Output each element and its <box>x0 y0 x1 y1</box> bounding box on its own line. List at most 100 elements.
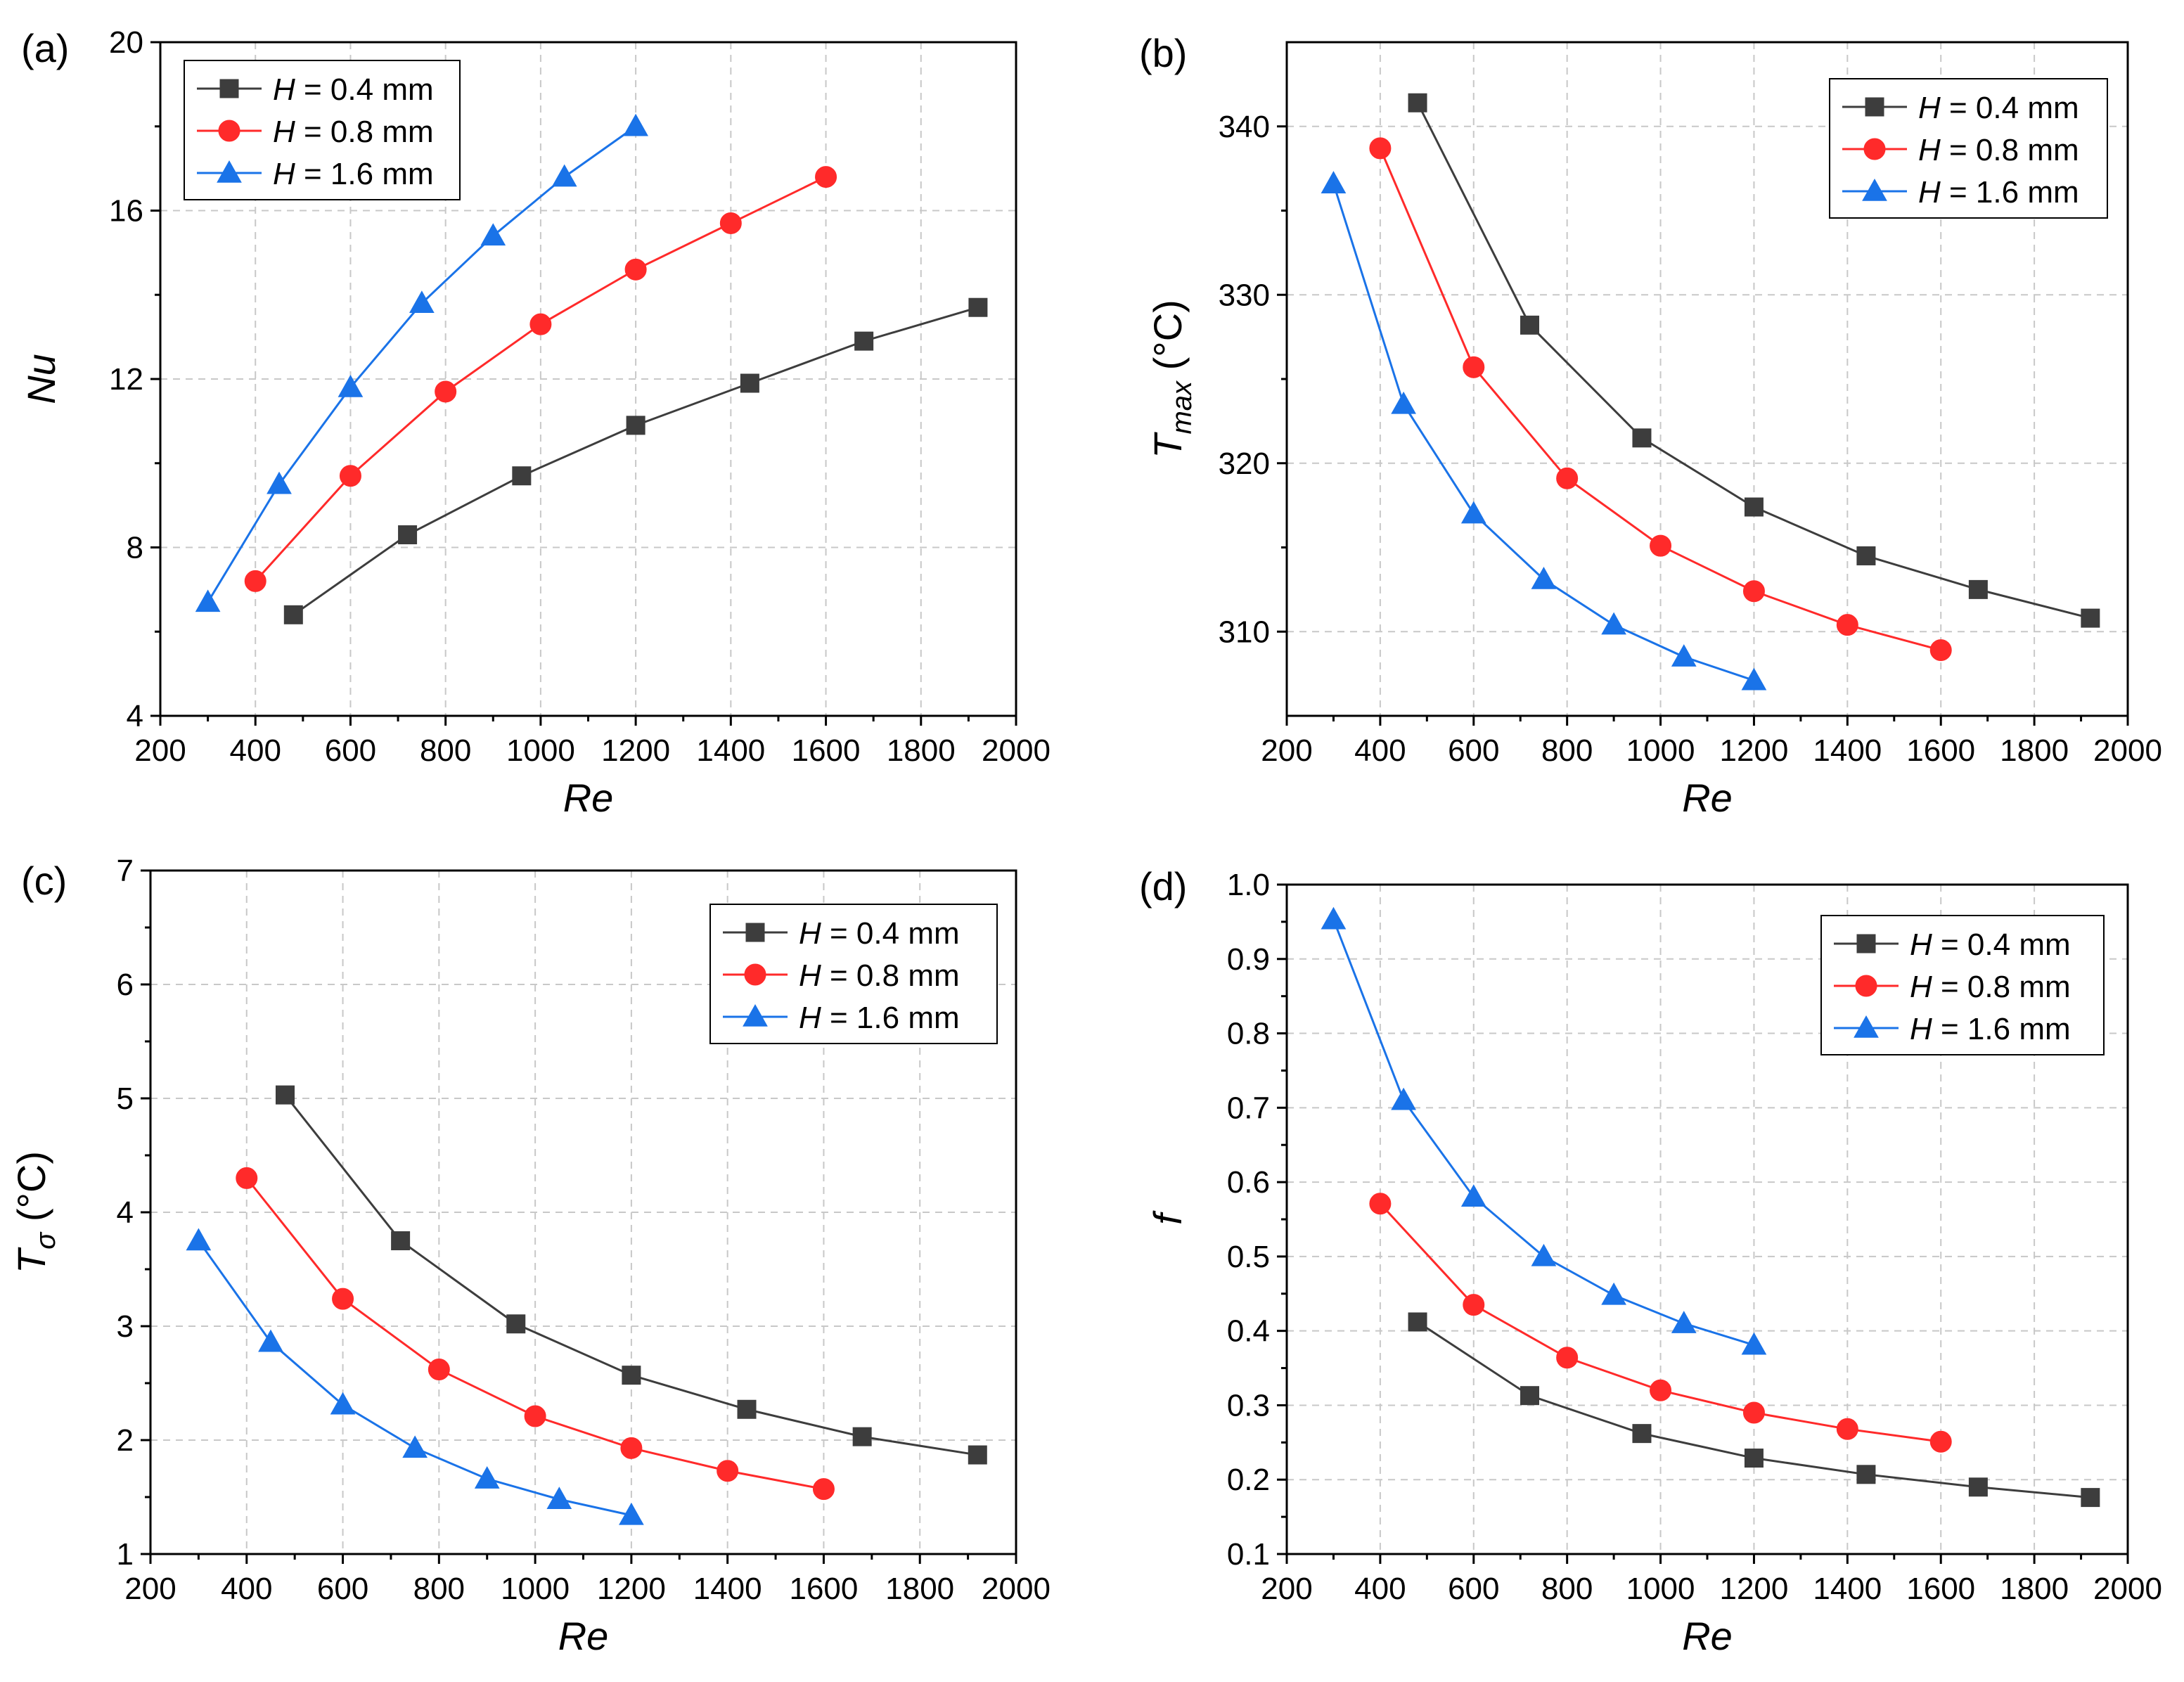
y-tick-label: 16 <box>109 194 143 229</box>
series-H_0-8 <box>1369 137 1952 662</box>
data-point <box>339 465 361 487</box>
y-tick-label: 340 <box>1219 110 1270 144</box>
data-point <box>524 1405 546 1427</box>
legend-marker <box>1855 975 1877 997</box>
data-point <box>474 1466 500 1489</box>
series-line <box>284 1094 978 1456</box>
series-H_0-8 <box>236 1167 835 1501</box>
x-tick-label: 800 <box>413 1572 465 1606</box>
data-point <box>275 1085 295 1105</box>
y-tick-label: 0.3 <box>1227 1388 1270 1423</box>
data-point <box>338 374 364 397</box>
legend: H = 0.4 mm H = 0.8 mm H = 1.6 mm <box>1820 915 2105 1055</box>
data-point <box>1744 497 1764 517</box>
data-point <box>1601 1282 1626 1305</box>
y-tick-label: 1 <box>117 1537 134 1572</box>
series-H_0-4 <box>1408 1312 2100 1508</box>
data-point <box>719 212 742 234</box>
y-tick-label: 0.6 <box>1227 1165 1270 1200</box>
data-point <box>854 331 874 351</box>
series-H_0-8 <box>1369 1193 1952 1453</box>
data-point <box>1744 1449 1764 1468</box>
x-tick-label: 600 <box>325 733 376 768</box>
y-tick-label: 7 <box>117 854 134 888</box>
legend-marker <box>1856 934 1876 954</box>
series-H_1-6 <box>1321 906 1767 1355</box>
data-point <box>1321 906 1347 930</box>
data-point <box>2081 1488 2100 1508</box>
chart-panel-3: 200 400 600 800 1000 1200 1400 1600 1800 2000 1 2 3 4… <box>9 854 1051 1658</box>
x-tick-label: 800 <box>1541 1572 1593 1606</box>
y-tick-label: 0.9 <box>1227 942 1270 977</box>
data-point <box>1460 1184 1486 1207</box>
data-point <box>620 1437 643 1459</box>
series-line <box>198 1240 632 1517</box>
x-tick-label: 1400 <box>696 733 765 768</box>
y-tick-label: 0.2 <box>1227 1463 1270 1497</box>
y-tick-label: 0.1 <box>1227 1537 1270 1572</box>
y-tick-label: 8 <box>127 531 143 565</box>
data-point <box>1460 501 1486 524</box>
data-point <box>1929 1430 1952 1453</box>
panel-label: (b) <box>1139 31 1187 75</box>
x-tick-label: 1600 <box>789 1572 858 1606</box>
legend-entry: H = 1.6 mm <box>1918 175 2079 210</box>
data-point <box>1408 93 1427 113</box>
legend-entry: H = 1.6 mm <box>799 1001 960 1035</box>
x-tick-label: 1000 <box>501 1572 570 1606</box>
data-point <box>1742 580 1765 603</box>
data-point <box>258 1329 283 1352</box>
y-tick-label: 4 <box>117 1195 134 1230</box>
data-point <box>1856 546 1876 565</box>
x-tick-label: 400 <box>1354 1572 1406 1606</box>
series-line <box>1332 919 1754 1347</box>
x-axis-label: Re <box>558 1614 609 1658</box>
y-axis-label: Tmax (°C) <box>1145 300 1197 458</box>
legend: H = 0.4 mm H = 0.8 mm H = 1.6 mm <box>1829 78 2108 219</box>
y-tick-label: 0.5 <box>1227 1240 1270 1274</box>
data-point <box>2081 608 2100 628</box>
x-tick-label: 1000 <box>1626 733 1695 768</box>
data-point <box>1929 639 1952 662</box>
x-tick-label: 400 <box>221 1572 272 1606</box>
legend-entry: H = 0.4 mm <box>799 916 960 951</box>
data-point <box>852 1427 872 1446</box>
legend: H = 0.4 mm H = 0.8 mm H = 1.6 mm <box>709 904 998 1044</box>
chart-panel-2: 200 400 600 800 1000 1200 1400 1600 1800 2000 310 3… <box>1139 31 2162 820</box>
y-tick-label: 5 <box>117 1081 134 1116</box>
data-point <box>1391 1087 1416 1110</box>
data-point <box>1742 1401 1765 1424</box>
data-point <box>737 1399 757 1419</box>
x-tick-label: 1400 <box>693 1572 762 1606</box>
legend-marker <box>1865 97 1884 117</box>
x-tick-label: 2000 <box>2093 733 2162 768</box>
y-tick-label: 3 <box>117 1309 134 1344</box>
x-tick-label: 2000 <box>982 733 1051 768</box>
data-point <box>398 525 418 545</box>
legend-marker <box>219 79 239 98</box>
data-point <box>968 297 988 317</box>
legend-marker <box>745 923 765 942</box>
legend-entry: H = 1.6 mm <box>1910 1012 2071 1046</box>
data-point <box>1556 467 1579 489</box>
data-point <box>1408 1312 1427 1332</box>
data-point <box>740 373 759 393</box>
data-point <box>812 1478 835 1501</box>
y-tick-label: 2 <box>117 1423 134 1458</box>
x-tick-label: 1200 <box>601 733 670 768</box>
legend-marker <box>217 160 242 183</box>
y-tick-label: 330 <box>1219 278 1270 312</box>
data-point <box>1968 1477 1988 1497</box>
series-H_0-8 <box>244 166 837 592</box>
data-point <box>1650 1379 1672 1401</box>
series-H_1-6 <box>1321 171 1767 691</box>
x-tick-label: 200 <box>1261 733 1312 768</box>
data-point <box>1836 1418 1858 1440</box>
x-tick-label: 1200 <box>597 1572 666 1606</box>
x-tick-label: 2000 <box>2093 1572 2162 1606</box>
data-point <box>1463 356 1485 378</box>
data-point <box>1369 1193 1392 1215</box>
x-tick-label: 1400 <box>1813 733 1882 768</box>
legend-marker <box>744 963 766 986</box>
series-H_0-4 <box>283 297 988 624</box>
